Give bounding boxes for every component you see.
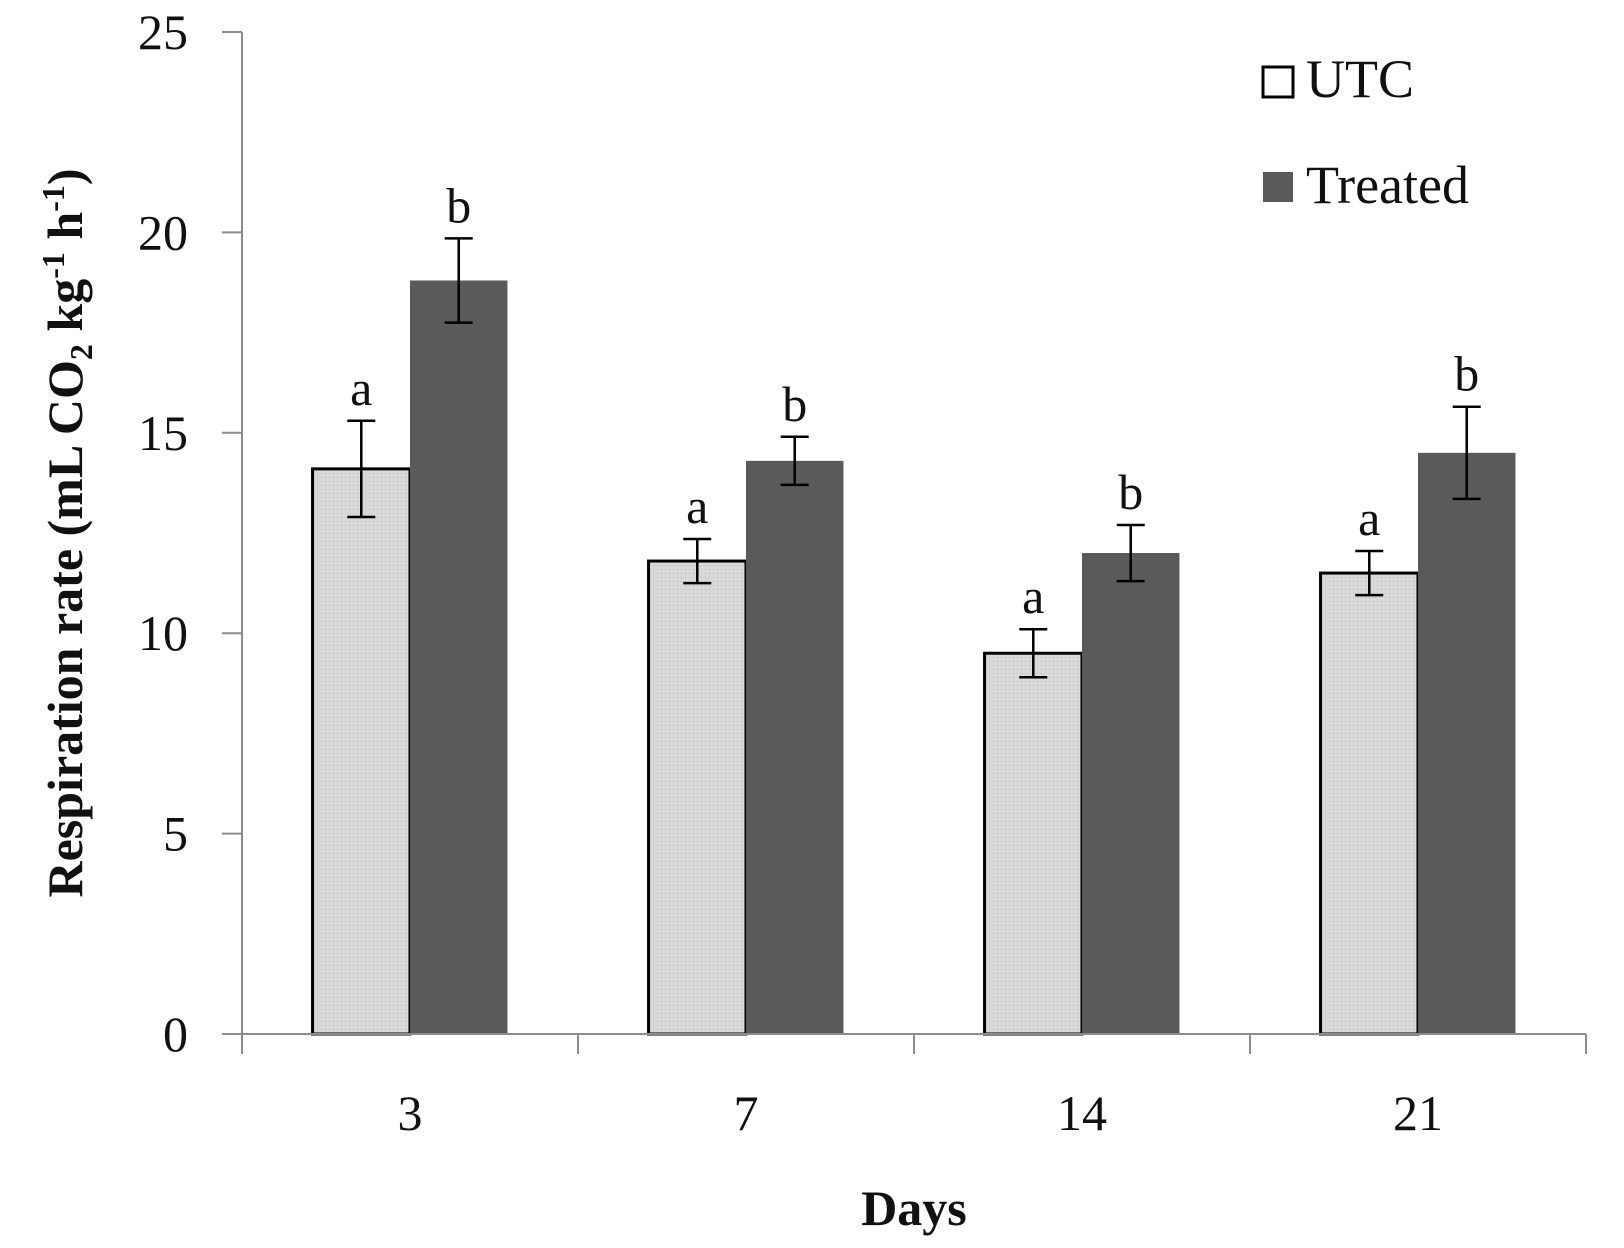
significance-letter-treated-day-7: b [782, 376, 807, 432]
y-axis-title-mid1: kg [37, 279, 93, 344]
y-axis-title-mid2: h [37, 212, 93, 253]
legend-swatch-treated [1263, 172, 1293, 202]
significance-letter-utc-day-7: a [686, 478, 708, 534]
significance-letter-treated-day-3: b [446, 177, 471, 233]
legend-label-treated: Treated [1306, 155, 1469, 215]
error-bar-utc-day-21 [1355, 549, 1384, 597]
significance-letter-utc-day-21: a [1358, 490, 1380, 546]
legend-label-utc: UTC [1306, 49, 1414, 109]
y-axis-title-sup1: -1 [35, 252, 71, 279]
y-ticks-layer: 0 5 10 15 20 25 [138, 4, 242, 1062]
y-tick-label-10: 10 [138, 605, 188, 661]
significance-letter-utc-day-14: a [1022, 568, 1044, 624]
error-bar-utc-day-7 [683, 537, 712, 585]
bar-treated-day-21 [1418, 452, 1516, 1035]
x-tick-label-14: 14 [1057, 1085, 1107, 1141]
x-axis-title: Days [861, 1180, 967, 1236]
bar-utc-day-21 [1319, 571, 1420, 1036]
y-tick-label-0: 0 [163, 1006, 188, 1062]
error-bars-layer [347, 237, 1481, 679]
error-bar-treated-day-3 [444, 237, 473, 324]
bar-utc-day-7 [647, 559, 748, 1036]
bar-treated-day-7 [746, 460, 844, 1035]
x-tick-label-3: 3 [398, 1085, 423, 1141]
bar-utc-day-14 [983, 651, 1084, 1036]
legend: UTC Treated [1261, 49, 1469, 215]
bar-utc-day-3 [311, 467, 412, 1036]
error-bar-treated-day-14 [1116, 523, 1145, 583]
bar-treated-day-14 [1082, 553, 1180, 1034]
y-axis-title-sup2: -1 [35, 185, 71, 212]
y-tick-label-20: 20 [138, 204, 188, 260]
x-tick-label-7: 7 [734, 1085, 759, 1141]
y-axis-title-sub: 2 [63, 344, 99, 360]
significance-letters-layer: a b a b a b a b [350, 177, 1479, 624]
x-tick-label-21: 21 [1393, 1085, 1443, 1141]
error-bar-treated-day-7 [780, 435, 809, 487]
significance-letter-utc-day-3: a [350, 360, 372, 416]
significance-letter-treated-day-21: b [1454, 346, 1479, 402]
significance-letter-treated-day-14: b [1118, 464, 1143, 520]
bar-treated-day-3 [410, 280, 508, 1035]
legend-swatch-utc [1261, 65, 1295, 99]
error-bar-utc-day-3 [347, 419, 376, 519]
y-axis-title: Respiration rate (mL CO2 kg-1 h-1) [35, 168, 99, 897]
y-tick-label-15: 15 [138, 405, 188, 461]
error-bar-utc-day-14 [1019, 627, 1048, 679]
x-ticks-layer: 3 7 14 21 [241, 1034, 1587, 1141]
y-tick-label-25: 25 [138, 4, 188, 60]
error-bar-treated-day-21 [1452, 405, 1481, 501]
y-axis-title-prefix: Respiration rate (mL CO [37, 360, 93, 897]
y-axis-title-suffix: ) [37, 168, 93, 185]
bars-layer [311, 280, 1516, 1036]
y-tick-label-5: 5 [163, 806, 188, 862]
